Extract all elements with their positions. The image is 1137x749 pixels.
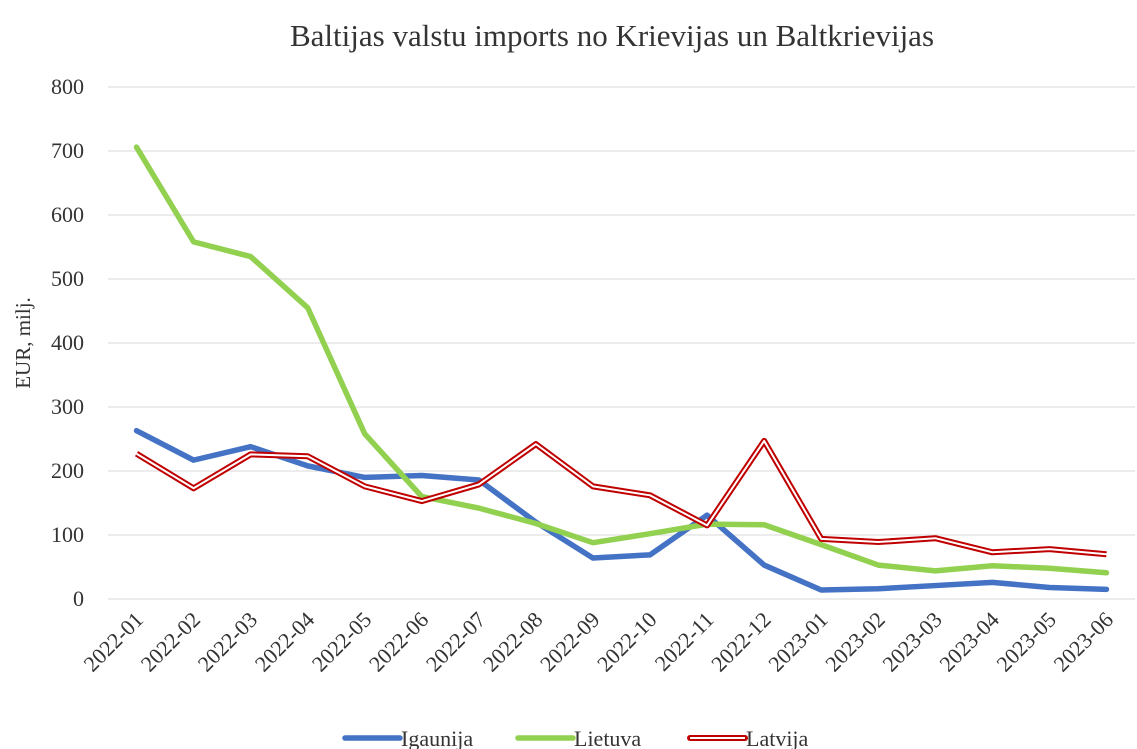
x-tick-label: 2023-03	[877, 607, 947, 677]
y-tick-label: 600	[51, 202, 84, 227]
legend-label: Lietuva	[574, 726, 641, 749]
legend-label: Latvija	[746, 726, 809, 749]
y-tick-label: 400	[51, 330, 84, 355]
x-tick-label: 2022-11	[650, 607, 719, 676]
x-tick-label: 2023-02	[820, 607, 890, 677]
x-tick-label: 2023-04	[934, 607, 1004, 677]
y-tick-label: 700	[51, 138, 84, 163]
y-tick-label: 100	[51, 522, 84, 547]
x-tick-label: 2023-06	[1048, 607, 1118, 677]
x-tick-label: 2022-03	[193, 607, 263, 677]
x-tick-label: 2022-05	[307, 607, 377, 677]
y-tick-label: 800	[51, 74, 84, 99]
legend-label: Igaunija	[401, 726, 473, 749]
y-tick-label: 200	[51, 458, 84, 483]
x-tick-label: 2022-06	[364, 607, 434, 677]
y-tick-label: 500	[51, 266, 84, 291]
series-line	[133, 427, 1110, 593]
x-tick-label: 2022-01	[79, 607, 149, 677]
y-tick-label: 300	[51, 394, 84, 419]
x-tick-label: 2022-12	[706, 607, 776, 677]
x-tick-label: 2022-08	[478, 607, 548, 677]
x-tick-label: 2023-01	[763, 607, 833, 677]
x-tick-label: 2022-02	[136, 607, 206, 677]
series-line	[133, 144, 1110, 576]
series-line-inner	[136, 439, 1107, 556]
y-tick-label: 0	[73, 586, 84, 611]
x-tick-label: 2022-10	[592, 607, 662, 677]
y-axis-label: EUR, milj.	[11, 297, 35, 389]
x-tick-label: 2022-07	[421, 607, 491, 677]
x-tick-label: 2022-04	[250, 607, 320, 677]
x-tick-label: 2022-09	[535, 607, 605, 677]
x-tick-label: 2023-05	[991, 607, 1061, 677]
chart-title: Baltijas valstu imports no Krievijas un …	[290, 18, 934, 53]
